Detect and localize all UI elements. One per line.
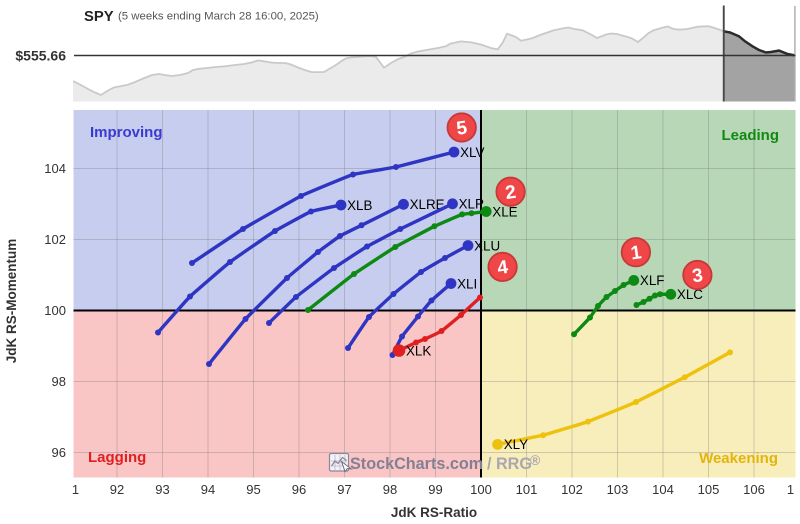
svg-text:100: 100 [470,482,492,497]
svg-text:92: 92 [110,482,124,497]
svg-text:(5 weeks ending March 28 16:00: (5 weeks ending March 28 16:00, 2025) [118,11,319,23]
svg-text:98: 98 [383,482,397,497]
svg-text:102: 102 [561,482,583,497]
svg-text:94: 94 [201,482,215,497]
svg-text:SPY: SPY [84,9,114,25]
svg-text:102: 102 [44,232,66,247]
svg-text:StockCharts.com: StockCharts.com [350,455,483,473]
svg-text:5: 5 [455,117,469,139]
svg-text:104: 104 [44,161,66,176]
svg-text:99: 99 [428,482,442,497]
svg-text:95: 95 [246,482,260,497]
svg-text:105: 105 [698,482,720,497]
svg-text:96: 96 [52,445,66,460]
svg-text:4: 4 [496,257,510,279]
svg-text:XLV: XLV [460,145,484,160]
svg-text:$555.66: $555.66 [15,48,66,64]
svg-text:XLB: XLB [347,198,372,213]
svg-text:93: 93 [155,482,169,497]
svg-text:1: 1 [72,482,79,497]
svg-text:XLI: XLI [457,276,477,291]
svg-text:XLK: XLK [406,343,431,358]
svg-text:2: 2 [504,182,517,204]
svg-text:1: 1 [629,242,643,264]
svg-text:98: 98 [52,374,66,389]
svg-text:Lagging: Lagging [88,449,146,466]
svg-text:XLP: XLP [459,197,484,212]
svg-text:Improving: Improving [90,124,163,141]
svg-text:XLF: XLF [640,273,665,288]
svg-text:3: 3 [691,265,704,287]
svg-text:1: 1 [787,482,794,497]
svg-text:97: 97 [337,482,351,497]
svg-text:100: 100 [44,303,66,318]
svg-text:Weakening: Weakening [699,450,778,467]
svg-text:XLU: XLU [474,238,500,253]
svg-text:106: 106 [743,482,765,497]
svg-text:96: 96 [292,482,306,497]
svg-text:XLC: XLC [677,287,703,302]
svg-text:XLE: XLE [492,204,517,219]
svg-text:JdK RS-Ratio: JdK RS-Ratio [391,505,477,520]
svg-text:XLRE: XLRE [410,197,445,212]
svg-text:JdK RS-Momentum: JdK RS-Momentum [4,239,19,364]
svg-text:XLY: XLY [504,437,528,452]
svg-text:104: 104 [652,482,674,497]
svg-text:/ RRG: / RRG [487,455,532,473]
svg-text:103: 103 [607,482,629,497]
svg-text:®: ® [530,452,541,468]
svg-text:Leading: Leading [721,127,779,144]
svg-text:101: 101 [516,482,538,497]
